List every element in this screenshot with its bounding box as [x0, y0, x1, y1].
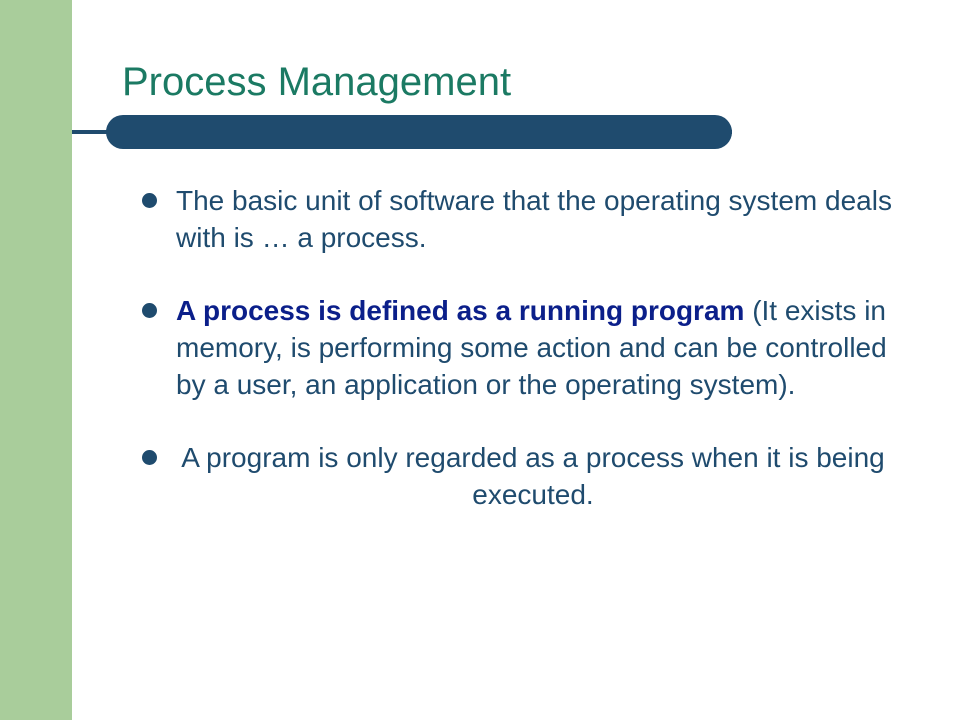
title-underline — [72, 115, 910, 149]
bullet-list: The basic unit of software that the oper… — [112, 183, 910, 514]
bullet-item: The basic unit of software that the oper… — [142, 183, 910, 257]
left-sidebar — [0, 0, 72, 720]
underline-pill — [106, 115, 732, 149]
bullet-item: A process is defined as a running progra… — [142, 293, 910, 404]
slide-title: Process Management — [112, 60, 910, 105]
bullet-text-run: The basic unit of software that the oper… — [176, 185, 892, 253]
slide-content: Process Management The basic unit of sof… — [72, 0, 960, 720]
bullet-text-run: A program is only regarded as a process … — [181, 442, 885, 510]
bullet-text-run: A process is defined as a running progra… — [176, 295, 744, 326]
bullet-item: A program is only regarded as a process … — [142, 440, 910, 514]
